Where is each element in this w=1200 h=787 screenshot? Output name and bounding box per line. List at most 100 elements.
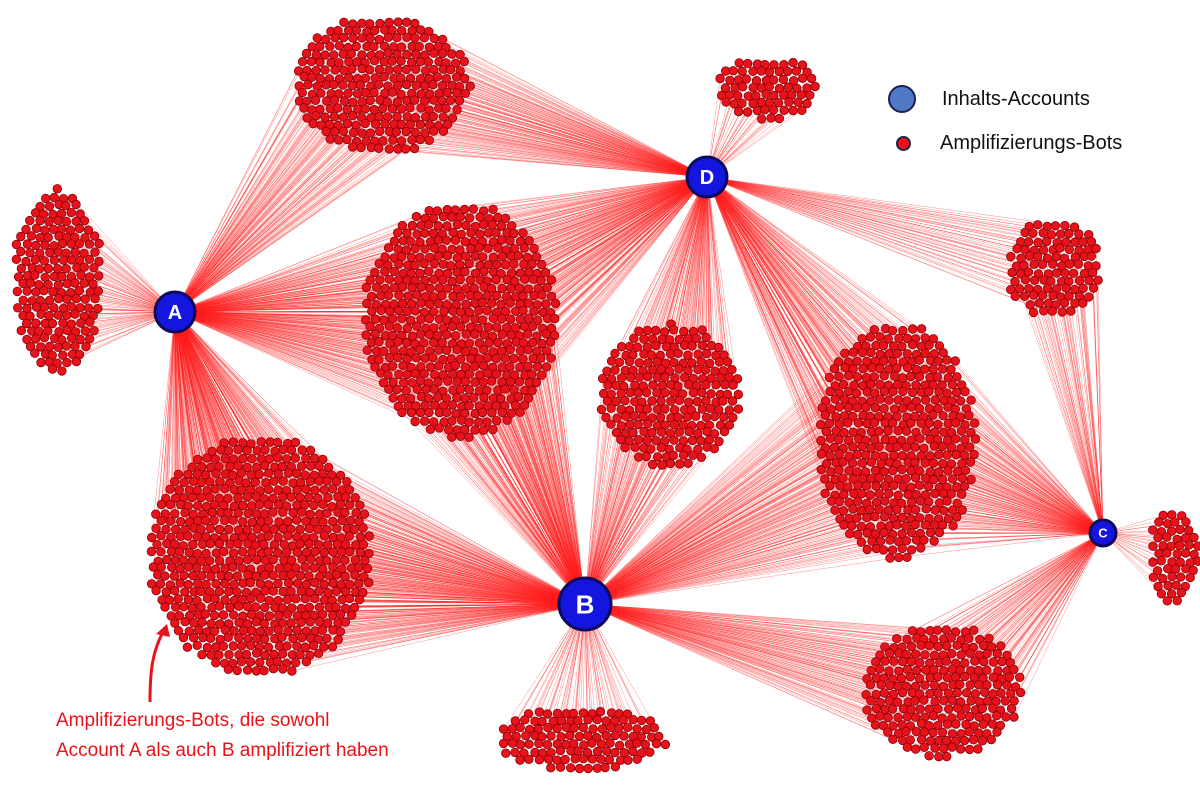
bot-node bbox=[375, 18, 385, 29]
bot-node bbox=[896, 673, 907, 684]
bot-node bbox=[916, 324, 927, 334]
bot-node bbox=[527, 259, 537, 269]
bot-node bbox=[61, 200, 71, 211]
bot-node bbox=[843, 482, 853, 492]
bot-node bbox=[831, 426, 841, 436]
account-node-a: A bbox=[153, 290, 197, 334]
bot-node bbox=[232, 571, 242, 582]
bot-node bbox=[952, 640, 962, 651]
bot-node bbox=[643, 358, 653, 368]
bot-node bbox=[392, 97, 403, 107]
bot-node bbox=[260, 650, 270, 661]
bot-node bbox=[914, 480, 925, 491]
bot-node bbox=[875, 536, 886, 546]
bot-node bbox=[743, 58, 753, 69]
bot-node bbox=[536, 353, 546, 363]
bot-node bbox=[893, 712, 903, 723]
bot-node bbox=[437, 34, 448, 45]
bot-node bbox=[779, 105, 789, 116]
bot-node bbox=[656, 396, 666, 406]
bot-node bbox=[810, 81, 820, 92]
bot-node bbox=[705, 358, 715, 369]
bot-node bbox=[880, 496, 890, 506]
bot-node bbox=[454, 95, 465, 106]
bot-node bbox=[1047, 306, 1057, 316]
bot-node bbox=[178, 632, 189, 643]
bot-node bbox=[970, 434, 981, 444]
bot-node bbox=[875, 363, 885, 374]
bot-node-icon bbox=[896, 135, 911, 151]
bot-node bbox=[397, 26, 407, 36]
bot-node bbox=[223, 664, 234, 675]
bot-node bbox=[1048, 259, 1058, 269]
bot-node bbox=[518, 228, 528, 238]
bot-node bbox=[596, 754, 606, 764]
bot-node bbox=[875, 711, 885, 721]
bot-node bbox=[620, 442, 630, 453]
bot-node bbox=[310, 593, 320, 604]
bot-node bbox=[701, 412, 712, 423]
bot-node bbox=[291, 468, 302, 479]
bot-node bbox=[396, 42, 407, 52]
bot-node bbox=[66, 333, 77, 343]
bot-node bbox=[477, 297, 488, 308]
bot-node bbox=[583, 731, 593, 741]
bot-node bbox=[89, 326, 99, 336]
bot-node bbox=[369, 42, 379, 52]
bot-node bbox=[251, 492, 262, 502]
bot-node bbox=[996, 688, 1006, 698]
bot-node bbox=[406, 347, 416, 357]
bot-node bbox=[16, 246, 26, 257]
bot-node bbox=[313, 648, 324, 659]
bot-node bbox=[344, 72, 354, 83]
bot-node bbox=[657, 460, 667, 470]
bot-node bbox=[464, 307, 475, 318]
bot-node bbox=[31, 240, 41, 251]
bot-node bbox=[1070, 237, 1080, 247]
bot-node bbox=[701, 332, 712, 343]
account-circle bbox=[153, 290, 197, 334]
bot-cluster-c8 bbox=[146, 437, 375, 676]
bot-node bbox=[888, 734, 898, 745]
bot-node bbox=[541, 329, 551, 339]
legend: Inhalts-Accounts Amplifizierungs-Bots bbox=[888, 80, 1188, 160]
bot-node bbox=[493, 337, 503, 348]
bot-node bbox=[520, 715, 530, 725]
bot-node bbox=[351, 508, 361, 518]
bot-node bbox=[219, 515, 230, 526]
bot-node bbox=[343, 88, 353, 99]
bot-node bbox=[867, 363, 877, 373]
bot-node bbox=[327, 502, 337, 512]
bot-node bbox=[297, 445, 307, 455]
bot-node bbox=[250, 602, 261, 612]
bot-node bbox=[646, 444, 656, 454]
bot-node bbox=[733, 106, 744, 117]
bot-node bbox=[255, 657, 265, 668]
bot-node bbox=[917, 734, 927, 745]
bot-node bbox=[825, 433, 836, 444]
bot-node bbox=[824, 372, 835, 383]
bots-layer bbox=[11, 17, 1200, 774]
bot-node bbox=[506, 408, 516, 419]
bot-node bbox=[441, 345, 452, 356]
bot-node bbox=[835, 481, 845, 491]
bot-node bbox=[919, 695, 929, 705]
bot-node bbox=[57, 366, 67, 376]
bot-node bbox=[443, 119, 453, 129]
bot-node bbox=[241, 478, 251, 488]
bot-node bbox=[634, 358, 645, 368]
bot-node bbox=[871, 657, 881, 667]
bot-node bbox=[434, 423, 444, 433]
bot-node bbox=[93, 303, 103, 314]
bot-node bbox=[732, 374, 743, 384]
bot-node bbox=[357, 50, 367, 60]
bot-node bbox=[70, 341, 80, 352]
bot-node bbox=[614, 357, 625, 368]
bot-node bbox=[605, 738, 615, 748]
bot-node bbox=[892, 633, 902, 644]
bot-node bbox=[892, 504, 902, 515]
bot-node bbox=[616, 434, 626, 445]
bot-node bbox=[327, 642, 338, 652]
bot-node bbox=[957, 473, 967, 483]
